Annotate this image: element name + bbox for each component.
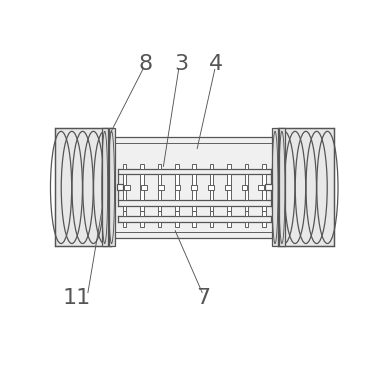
Text: 3: 3 xyxy=(174,53,188,74)
Bar xyxy=(141,184,147,190)
Bar xyxy=(175,206,179,211)
Bar xyxy=(122,163,126,169)
Bar xyxy=(158,222,161,227)
Bar xyxy=(258,184,264,190)
Bar xyxy=(193,222,196,227)
Bar xyxy=(193,211,196,216)
Bar xyxy=(122,206,126,211)
Bar xyxy=(245,222,248,227)
Bar xyxy=(272,128,278,246)
Bar xyxy=(262,222,266,227)
Bar xyxy=(140,163,144,169)
Bar xyxy=(279,128,285,246)
Bar xyxy=(158,211,161,216)
Bar xyxy=(245,211,248,216)
Bar xyxy=(140,222,144,227)
Bar xyxy=(55,128,111,246)
Bar xyxy=(111,137,278,238)
Bar xyxy=(210,174,213,200)
Bar xyxy=(227,211,231,216)
Bar xyxy=(278,128,334,246)
Bar xyxy=(140,206,144,211)
Bar xyxy=(262,163,266,169)
Bar xyxy=(262,206,266,211)
Bar xyxy=(193,163,196,169)
Bar xyxy=(158,206,161,211)
Bar xyxy=(227,222,231,227)
Bar xyxy=(158,174,161,200)
Bar xyxy=(262,211,266,216)
Bar xyxy=(265,184,272,190)
Bar xyxy=(245,174,248,200)
Bar xyxy=(124,184,130,190)
Bar xyxy=(175,211,179,216)
Bar xyxy=(227,163,231,169)
Bar xyxy=(210,206,213,211)
Bar xyxy=(210,222,213,227)
Bar xyxy=(102,128,108,246)
Bar xyxy=(122,222,126,227)
Bar xyxy=(245,163,248,169)
Bar xyxy=(175,163,179,169)
Text: 7: 7 xyxy=(196,288,210,308)
Text: 8: 8 xyxy=(139,53,153,74)
Bar xyxy=(158,184,164,190)
Bar xyxy=(210,163,213,169)
Text: 11: 11 xyxy=(63,288,91,308)
Text: 4: 4 xyxy=(209,53,223,74)
Bar xyxy=(175,222,179,227)
Bar xyxy=(262,174,266,200)
Bar xyxy=(210,211,213,216)
Bar xyxy=(225,184,231,190)
Bar xyxy=(193,174,196,200)
Bar xyxy=(122,174,126,200)
Bar xyxy=(227,206,231,211)
Bar xyxy=(109,128,114,246)
Bar xyxy=(117,184,123,190)
Bar xyxy=(122,211,126,216)
Bar xyxy=(191,184,197,190)
Bar xyxy=(193,206,196,211)
Bar xyxy=(241,184,247,190)
Bar xyxy=(175,174,179,200)
Bar xyxy=(158,163,161,169)
Bar xyxy=(140,211,144,216)
Bar xyxy=(227,174,231,200)
Bar xyxy=(140,174,144,200)
Bar xyxy=(208,184,214,190)
Bar xyxy=(175,184,180,190)
Bar xyxy=(245,206,248,211)
